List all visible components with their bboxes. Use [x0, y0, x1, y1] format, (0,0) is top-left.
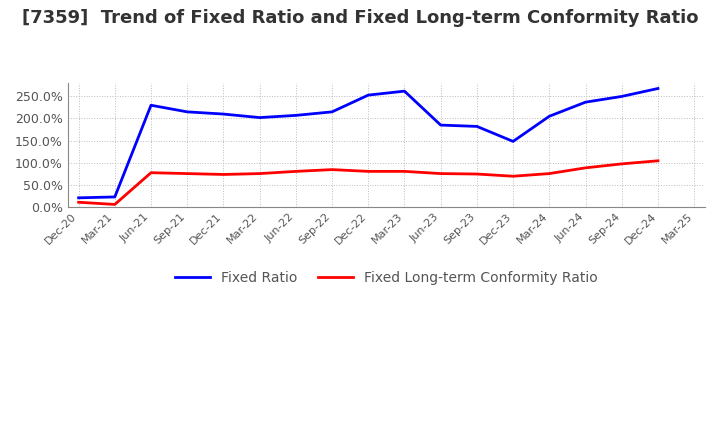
Fixed Long-term Conformity Ratio: [219, 172, 228, 177]
Fixed Long-term Conformity Ratio: [472, 172, 481, 177]
Fixed Ratio: [256, 115, 264, 120]
Fixed Ratio: [618, 94, 626, 99]
Fixed Long-term Conformity Ratio: [654, 158, 662, 163]
Fixed Long-term Conformity Ratio: [74, 200, 83, 205]
Fixed Ratio: [74, 195, 83, 201]
Fixed Ratio: [364, 92, 372, 98]
Fixed Long-term Conformity Ratio: [256, 171, 264, 176]
Line: Fixed Ratio: Fixed Ratio: [78, 88, 658, 198]
Fixed Long-term Conformity Ratio: [292, 169, 300, 174]
Fixed Long-term Conformity Ratio: [328, 167, 336, 172]
Fixed Long-term Conformity Ratio: [581, 165, 590, 170]
Fixed Ratio: [509, 139, 518, 144]
Fixed Long-term Conformity Ratio: [110, 202, 119, 207]
Fixed Ratio: [581, 99, 590, 105]
Fixed Long-term Conformity Ratio: [509, 174, 518, 179]
Fixed Ratio: [654, 86, 662, 91]
Fixed Ratio: [110, 194, 119, 200]
Fixed Ratio: [545, 114, 554, 119]
Fixed Ratio: [472, 124, 481, 129]
Fixed Ratio: [400, 88, 409, 94]
Fixed Long-term Conformity Ratio: [545, 171, 554, 176]
Fixed Long-term Conformity Ratio: [183, 171, 192, 176]
Fixed Ratio: [183, 109, 192, 114]
Fixed Ratio: [219, 111, 228, 117]
Text: [7359]  Trend of Fixed Ratio and Fixed Long-term Conformity Ratio: [7359] Trend of Fixed Ratio and Fixed Lo…: [22, 9, 698, 27]
Fixed Long-term Conformity Ratio: [147, 170, 156, 176]
Fixed Long-term Conformity Ratio: [618, 161, 626, 166]
Line: Fixed Long-term Conformity Ratio: Fixed Long-term Conformity Ratio: [78, 161, 658, 205]
Fixed Long-term Conformity Ratio: [436, 171, 445, 176]
Fixed Ratio: [292, 113, 300, 118]
Fixed Ratio: [147, 103, 156, 108]
Legend: Fixed Ratio, Fixed Long-term Conformity Ratio: Fixed Ratio, Fixed Long-term Conformity …: [169, 265, 603, 290]
Fixed Ratio: [328, 109, 336, 114]
Fixed Long-term Conformity Ratio: [364, 169, 372, 174]
Fixed Long-term Conformity Ratio: [400, 169, 409, 174]
Fixed Ratio: [436, 122, 445, 128]
